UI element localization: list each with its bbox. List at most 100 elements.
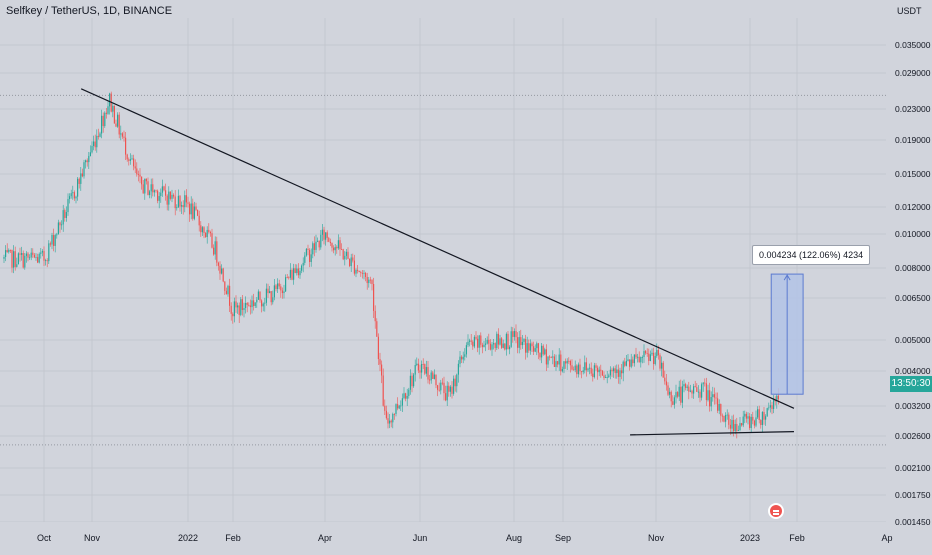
candle-body xyxy=(720,404,722,416)
candle-body xyxy=(59,222,61,226)
candle-body xyxy=(398,405,400,409)
candle-body xyxy=(17,253,19,265)
candle-body xyxy=(573,369,575,371)
candle-body xyxy=(245,303,247,309)
candle-body xyxy=(69,196,71,200)
candle-body xyxy=(768,407,770,409)
measure-arrow-head xyxy=(783,274,791,281)
candle-body xyxy=(761,411,763,426)
candle-body xyxy=(520,337,522,346)
candle-body xyxy=(197,209,199,216)
candle-body xyxy=(342,249,344,260)
candle-body xyxy=(413,374,415,387)
candle-body xyxy=(318,240,320,248)
event-flag-icon[interactable] xyxy=(768,503,784,519)
candle-body xyxy=(494,343,496,349)
candle-body xyxy=(128,159,130,161)
candle-body xyxy=(701,384,703,398)
candle-body xyxy=(8,249,10,253)
candle-body xyxy=(38,253,40,263)
candle-body xyxy=(321,229,323,235)
candle-body xyxy=(525,339,527,353)
price-range-measure xyxy=(770,273,804,395)
candle-body xyxy=(296,268,298,274)
candle-body xyxy=(333,247,335,251)
candle-body xyxy=(430,372,432,381)
candle-body xyxy=(37,257,39,263)
candle-body xyxy=(278,283,280,287)
candle-body xyxy=(293,268,295,280)
candle-body xyxy=(193,206,195,219)
price-tick-label: 0.019000 xyxy=(895,135,931,145)
candle-body xyxy=(174,196,176,209)
candle-body xyxy=(384,405,386,411)
candle-body xyxy=(681,386,683,403)
candle-body xyxy=(693,386,695,394)
candle-body xyxy=(286,277,288,279)
candle-body xyxy=(109,93,111,107)
candle-body xyxy=(603,375,605,378)
candle-body xyxy=(233,301,235,317)
candle-body xyxy=(249,305,251,308)
candle-body xyxy=(312,243,314,255)
candle-body xyxy=(392,413,394,423)
candle-body xyxy=(425,367,427,374)
candle-body xyxy=(726,414,728,416)
candle-body xyxy=(689,390,691,392)
candle-body xyxy=(493,343,495,345)
candle-body xyxy=(606,377,608,378)
candle-body xyxy=(408,389,410,396)
candle-body xyxy=(51,235,53,245)
candle-body xyxy=(453,378,455,394)
candle-body xyxy=(349,258,351,267)
candle-body xyxy=(577,364,579,375)
candle-body xyxy=(598,369,600,373)
candle-body xyxy=(161,186,163,193)
candle-body xyxy=(569,360,571,366)
candle-body xyxy=(512,331,514,337)
candle-body xyxy=(537,343,539,353)
candle-body xyxy=(513,331,515,337)
candle-body xyxy=(374,310,376,322)
candle-body xyxy=(526,343,528,353)
candle-body xyxy=(449,386,451,392)
drawing-lines xyxy=(80,88,795,436)
candle-body xyxy=(432,372,434,379)
candle-body xyxy=(536,343,538,349)
candle-body xyxy=(40,252,42,254)
candle-body xyxy=(273,285,275,298)
candle-body xyxy=(550,357,552,359)
candle-body xyxy=(211,233,213,248)
candle-body xyxy=(365,272,367,277)
candle-body xyxy=(200,225,202,233)
candle-body xyxy=(389,420,391,424)
candle-body xyxy=(376,321,378,337)
candle-body xyxy=(753,420,755,426)
candle-body xyxy=(491,344,493,350)
candle-body xyxy=(32,252,34,255)
candle-body xyxy=(150,184,152,192)
candle-body xyxy=(173,194,175,197)
candle-body xyxy=(83,162,85,177)
candle-body xyxy=(496,333,498,349)
candle-body xyxy=(382,375,384,406)
candle-body xyxy=(67,199,69,213)
candle-body xyxy=(499,338,501,345)
candle-body xyxy=(358,270,360,273)
candle-body xyxy=(99,133,101,137)
candle-body xyxy=(509,346,511,350)
candle-body xyxy=(192,203,194,219)
candle-body xyxy=(755,417,757,426)
candle-body xyxy=(651,352,653,355)
candle-body xyxy=(129,159,131,161)
candle-body xyxy=(16,264,18,267)
candle-body xyxy=(733,419,735,432)
price-tick-label: 0.023000 xyxy=(895,104,931,114)
time-tick-label: Aug xyxy=(506,533,522,543)
time-tick-label: 2023 xyxy=(740,533,760,543)
candle-body xyxy=(609,369,611,376)
candle-body xyxy=(502,343,504,348)
candle-body xyxy=(517,337,519,348)
